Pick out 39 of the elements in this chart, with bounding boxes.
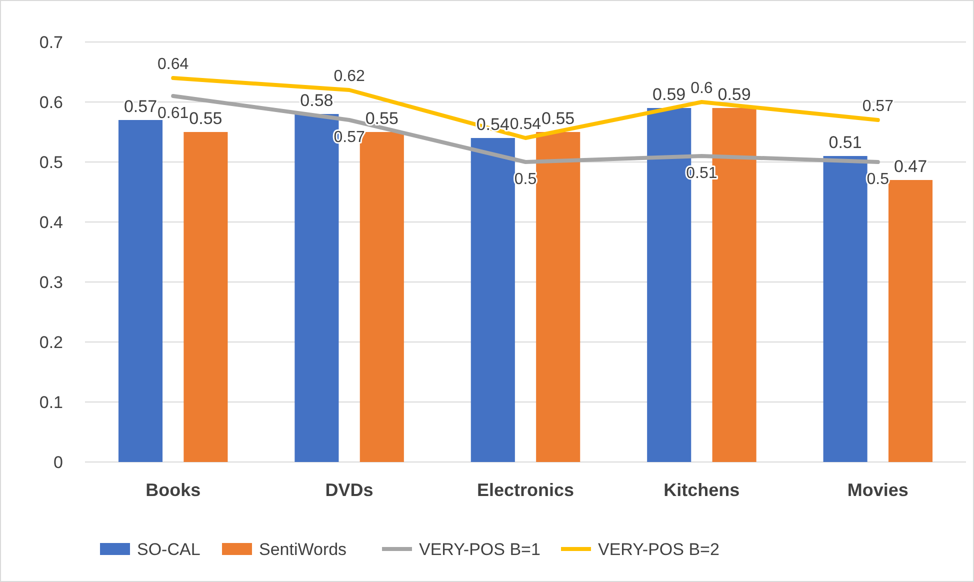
- data-label: 0.55: [189, 109, 222, 128]
- data-label: 0.54: [510, 116, 542, 133]
- bar: [184, 132, 228, 462]
- data-label: 0.55: [365, 109, 398, 128]
- data-label: 0.6: [690, 80, 713, 97]
- data-label: 0.5: [514, 171, 537, 188]
- x-tick-label: DVDs: [325, 480, 374, 500]
- x-tick-label: Movies: [847, 480, 908, 500]
- legend-label: VERY-POS B=1: [419, 540, 540, 559]
- data-label: 0.55: [542, 109, 575, 128]
- y-tick-label: 0.5: [39, 153, 63, 172]
- data-label: 0.59: [652, 85, 686, 104]
- y-tick-label: 0.3: [39, 273, 63, 292]
- bar: [470, 138, 515, 462]
- data-label: 0.47: [894, 157, 928, 176]
- y-tick-label: 0.7: [39, 33, 63, 52]
- data-label: 0.61: [158, 105, 189, 122]
- y-tick-label: 0: [54, 453, 63, 472]
- data-label: 0.51: [828, 133, 862, 152]
- y-tick-label: 0.2: [39, 333, 63, 352]
- y-tick-label: 0.1: [39, 393, 63, 412]
- bar: [118, 120, 163, 462]
- x-tick-label: Books: [146, 480, 201, 500]
- data-label: 0.58: [300, 91, 334, 110]
- data-label: 0.64: [158, 56, 189, 73]
- x-tick-label: Kitchens: [664, 480, 740, 500]
- bar: [888, 180, 933, 462]
- data-label: 0.62: [334, 68, 365, 85]
- bar: [823, 156, 868, 462]
- x-tick-label: Electronics: [476, 480, 574, 500]
- data-label: 0.57: [124, 97, 158, 116]
- data-label: 0.59: [718, 85, 751, 104]
- legend-label: SO-CAL: [137, 540, 200, 559]
- data-label: 0.57: [862, 98, 894, 115]
- bar: [536, 132, 580, 462]
- legend-label: SentiWords: [259, 540, 347, 559]
- y-tick-label: 0.6: [39, 93, 63, 112]
- y-tick-label: 0.4: [39, 213, 63, 232]
- legend-label: VERY-POS B=2: [598, 540, 720, 559]
